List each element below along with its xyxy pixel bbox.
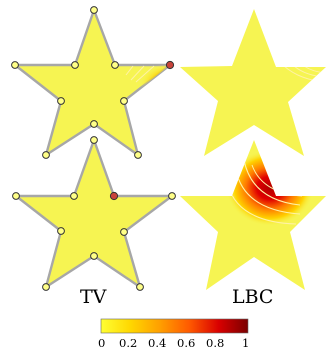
handle[interactable] bbox=[90, 136, 98, 144]
tv-top-handles bbox=[11, 6, 175, 159]
colorbar-tick-label: 1 bbox=[242, 336, 249, 350]
handle[interactable] bbox=[111, 61, 119, 69]
handle[interactable] bbox=[71, 61, 79, 69]
tv-top-panel bbox=[11, 6, 175, 159]
tv-bottom-star-shape bbox=[14, 138, 174, 289]
tv-bottom-handles bbox=[12, 136, 176, 291]
colorbar-gradient bbox=[100, 318, 249, 334]
handle[interactable] bbox=[120, 228, 128, 236]
handle[interactable] bbox=[57, 227, 65, 235]
handle[interactable] bbox=[136, 283, 144, 291]
lbc-bottom-heat-region bbox=[226, 150, 314, 226]
colorbar-tick-label: 0.4 bbox=[148, 336, 166, 350]
handle-active[interactable] bbox=[165, 60, 175, 70]
lbc-top-panel bbox=[180, 9, 326, 156]
lbc-label: LBC bbox=[232, 286, 273, 308]
handle-active[interactable] bbox=[109, 191, 119, 201]
handle[interactable] bbox=[70, 192, 78, 200]
tv-bottom-panel bbox=[12, 136, 176, 291]
handle[interactable] bbox=[168, 192, 176, 200]
handle[interactable] bbox=[12, 192, 20, 200]
handle[interactable] bbox=[42, 151, 50, 159]
handle[interactable] bbox=[57, 97, 65, 105]
handle[interactable] bbox=[11, 61, 19, 69]
lbc-top-star-shape bbox=[180, 9, 326, 156]
colorbar-tick-label: 0.8 bbox=[206, 336, 224, 350]
colorbar-tick-label: 0 bbox=[98, 336, 105, 350]
tv-label: TV bbox=[80, 286, 107, 308]
handle[interactable] bbox=[90, 6, 98, 14]
handle[interactable] bbox=[42, 283, 50, 291]
tv-top-heat-region bbox=[115, 65, 170, 101]
colorbar: 0 0.2 0.4 0.6 0.8 1 bbox=[98, 318, 249, 350]
handle[interactable] bbox=[134, 151, 142, 159]
lbc-bottom-panel bbox=[180, 140, 326, 290]
colorbar-tick-label: 0.2 bbox=[119, 336, 137, 350]
colorbar-tick-label: 0.6 bbox=[177, 336, 195, 350]
handle[interactable] bbox=[90, 252, 98, 260]
handle[interactable] bbox=[120, 97, 128, 105]
handle[interactable] bbox=[90, 120, 98, 128]
